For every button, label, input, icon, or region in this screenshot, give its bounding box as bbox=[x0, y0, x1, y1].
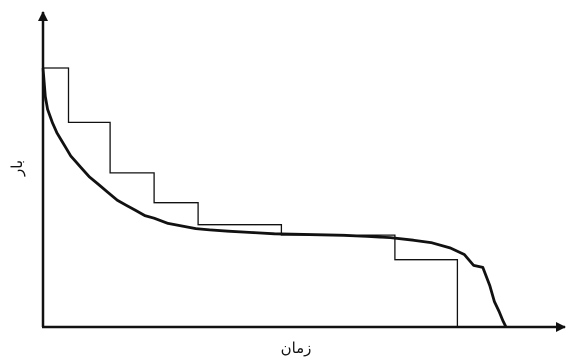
load-duration-curve bbox=[41, 67, 508, 328]
step-approximation-line bbox=[43, 67, 506, 328]
y-axis-label: بار bbox=[8, 160, 26, 177]
x-axis-label: زمان bbox=[281, 339, 312, 357]
